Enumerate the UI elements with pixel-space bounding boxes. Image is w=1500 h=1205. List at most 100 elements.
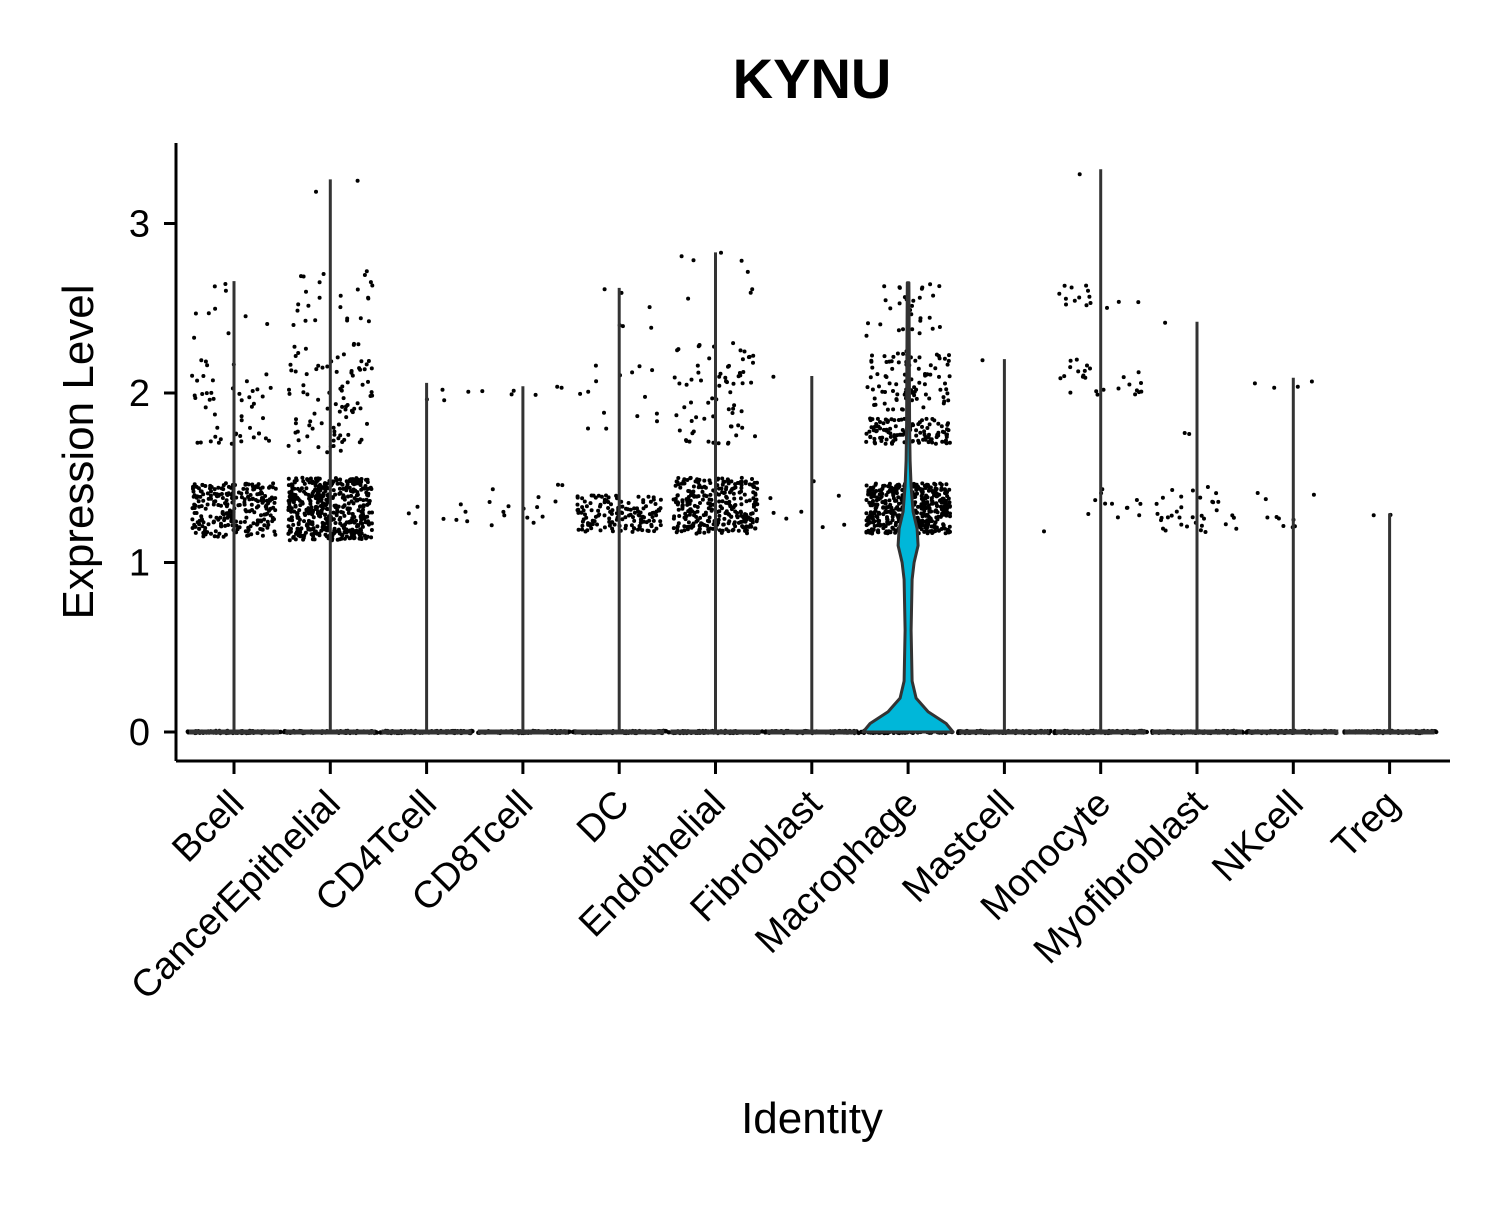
data-point xyxy=(692,510,697,515)
data-point xyxy=(948,514,952,519)
data-point xyxy=(646,529,651,533)
data-point xyxy=(751,484,756,489)
data-point xyxy=(1088,366,1092,371)
data-point xyxy=(920,424,924,429)
data-point xyxy=(911,298,916,303)
data-point xyxy=(927,315,932,320)
data-point xyxy=(1199,523,1204,528)
data-point xyxy=(359,514,363,518)
data-point xyxy=(238,434,243,438)
data-point xyxy=(265,322,270,326)
data-point xyxy=(249,502,254,507)
data-point xyxy=(917,331,922,336)
data-point xyxy=(672,514,677,519)
data-point xyxy=(682,477,687,482)
data-point xyxy=(338,305,343,310)
data-point xyxy=(261,416,265,421)
data-point xyxy=(683,511,688,516)
data-point xyxy=(190,517,195,522)
data-point xyxy=(732,403,737,408)
data-point xyxy=(674,530,679,535)
data-point xyxy=(255,521,260,526)
data-point xyxy=(897,301,902,306)
data-point xyxy=(1198,528,1203,533)
data-point xyxy=(201,374,206,378)
data-point xyxy=(1231,515,1236,520)
data-point xyxy=(747,354,752,359)
data-point xyxy=(892,418,897,423)
data-point xyxy=(250,482,255,487)
data-point xyxy=(1216,499,1221,504)
data-point xyxy=(742,349,747,354)
data-point xyxy=(654,513,659,518)
data-point xyxy=(198,494,203,499)
data-point xyxy=(1309,379,1314,384)
data-point xyxy=(936,421,941,426)
data-point xyxy=(738,496,743,501)
data-point xyxy=(1094,389,1099,394)
data-point xyxy=(378,730,383,735)
data-point xyxy=(289,515,294,520)
data-point xyxy=(220,511,225,516)
data-point xyxy=(294,476,299,481)
data-point xyxy=(346,501,351,506)
data-point xyxy=(586,426,590,431)
data-point xyxy=(347,520,352,525)
data-point xyxy=(339,536,344,541)
data-point xyxy=(1072,298,1077,303)
data-point xyxy=(319,497,324,502)
data-point xyxy=(873,481,878,486)
data-point xyxy=(331,488,336,493)
data-point xyxy=(727,519,732,524)
data-point xyxy=(842,522,847,527)
data-point xyxy=(922,429,927,434)
data-point xyxy=(584,504,589,509)
data-point xyxy=(358,316,363,321)
data-point xyxy=(1177,515,1182,520)
data-point xyxy=(354,498,359,503)
data-point xyxy=(251,521,256,526)
data-point xyxy=(369,390,374,395)
data-point xyxy=(707,497,712,502)
data-point xyxy=(887,498,892,503)
data-point xyxy=(940,439,945,444)
data-point xyxy=(291,522,296,527)
data-point xyxy=(882,401,887,406)
data-point xyxy=(330,495,335,500)
data-point xyxy=(370,510,374,515)
data-point xyxy=(749,380,754,385)
data-point xyxy=(917,440,921,445)
data-point xyxy=(212,487,217,492)
data-point xyxy=(624,506,628,511)
data-point xyxy=(928,372,933,377)
data-point xyxy=(744,528,749,533)
data-point xyxy=(204,391,209,396)
data-point xyxy=(309,494,314,499)
data-point xyxy=(937,284,942,289)
data-point xyxy=(293,430,298,435)
data-point xyxy=(196,499,201,504)
data-point xyxy=(897,483,902,488)
data-point xyxy=(342,497,347,502)
data-point xyxy=(225,502,230,507)
data-point xyxy=(511,388,516,393)
data-point xyxy=(362,486,367,491)
data-point xyxy=(1139,381,1143,385)
data-point xyxy=(899,432,904,437)
data-point xyxy=(297,450,302,455)
data-point xyxy=(287,387,291,392)
data-point xyxy=(677,381,682,386)
data-point xyxy=(864,518,869,523)
data-point xyxy=(930,501,935,506)
data-point xyxy=(304,289,308,294)
data-point xyxy=(689,377,694,382)
data-point xyxy=(185,729,190,734)
data-point xyxy=(365,502,370,507)
data-point xyxy=(1133,392,1138,397)
data-point xyxy=(739,409,744,414)
data-point xyxy=(632,518,637,523)
data-point xyxy=(922,432,927,437)
data-point xyxy=(358,530,363,535)
data-point xyxy=(682,405,687,410)
data-point xyxy=(866,522,870,526)
